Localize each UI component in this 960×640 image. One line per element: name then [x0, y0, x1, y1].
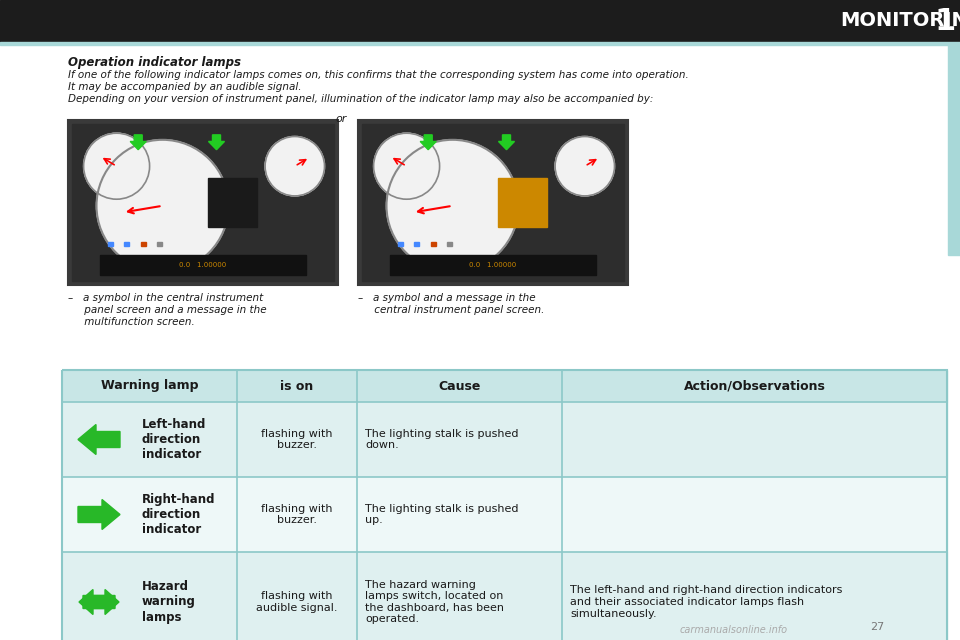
Circle shape — [97, 140, 228, 272]
Polygon shape — [78, 499, 120, 529]
Bar — [156, 242, 162, 246]
Text: Right-hand
direction
indicator: Right-hand direction indicator — [142, 493, 215, 536]
Circle shape — [265, 136, 324, 196]
Text: The hazard warning
lamps switch, located on
the dashboard, has been
operated.: The hazard warning lamps switch, located… — [365, 580, 504, 625]
Polygon shape — [78, 424, 120, 454]
Text: Operation indicator lamps: Operation indicator lamps — [68, 56, 241, 69]
Bar — [0, 0, 960, 42]
Bar — [62, 402, 947, 477]
Bar — [62, 552, 947, 640]
Polygon shape — [131, 135, 146, 150]
Text: –   a symbol in the central instrument: – a symbol in the central instrument — [68, 293, 263, 303]
Text: 0.0   1.00000: 0.0 1.00000 — [469, 262, 516, 268]
Text: panel screen and a message in the: panel screen and a message in the — [68, 305, 267, 315]
Polygon shape — [498, 135, 515, 150]
Text: MONITORING: MONITORING — [840, 12, 960, 31]
Text: 0.0   1.00000: 0.0 1.00000 — [180, 262, 227, 268]
Circle shape — [387, 140, 518, 272]
Text: flashing with
buzzer.: flashing with buzzer. — [261, 429, 333, 451]
Polygon shape — [83, 589, 119, 614]
Text: Left-hand
direction
indicator: Left-hand direction indicator — [142, 418, 206, 461]
Bar — [431, 242, 436, 246]
Text: If one of the following indicator lamps comes on, this confirms that the corresp: If one of the following indicator lamps … — [68, 70, 688, 80]
Text: It may be accompanied by an audible signal.: It may be accompanied by an audible sign… — [68, 82, 301, 92]
Bar — [140, 242, 146, 246]
Text: 1: 1 — [934, 6, 955, 35]
Circle shape — [555, 136, 614, 196]
Bar — [498, 178, 547, 227]
Bar — [101, 255, 305, 275]
Text: central instrument panel screen.: central instrument panel screen. — [358, 305, 544, 315]
Bar — [62, 370, 947, 640]
Bar — [108, 242, 113, 246]
Bar — [391, 255, 595, 275]
Bar — [415, 242, 420, 246]
Text: –   a symbol and a message in the: – a symbol and a message in the — [358, 293, 536, 303]
Text: The lighting stalk is pushed
down.: The lighting stalk is pushed down. — [365, 429, 518, 451]
Bar — [68, 120, 338, 285]
Bar — [358, 120, 628, 285]
Bar — [0, 42, 960, 45]
Text: The left-hand and right-hand direction indicators
and their associated indicator: The left-hand and right-hand direction i… — [570, 586, 842, 619]
Text: Cause: Cause — [439, 380, 481, 392]
Bar — [208, 178, 257, 227]
Text: multifunction screen.: multifunction screen. — [68, 317, 195, 327]
Text: Depending on your version of instrument panel, illumination of the indicator lam: Depending on your version of instrument … — [68, 94, 654, 104]
Text: flashing with
audible signal.: flashing with audible signal. — [256, 591, 338, 613]
Bar — [446, 242, 452, 246]
Polygon shape — [208, 135, 225, 150]
Bar — [62, 370, 947, 402]
Bar — [62, 370, 947, 640]
Polygon shape — [79, 589, 115, 614]
Text: Action/Observations: Action/Observations — [684, 380, 826, 392]
Bar — [125, 242, 130, 246]
Bar — [948, 45, 960, 255]
Text: flashing with
buzzer.: flashing with buzzer. — [261, 504, 333, 525]
Bar — [72, 124, 334, 281]
Text: is on: is on — [280, 380, 314, 392]
Text: 27: 27 — [870, 622, 884, 632]
Text: Hazard
warning
lamps: Hazard warning lamps — [142, 580, 196, 623]
Polygon shape — [420, 135, 436, 150]
Text: Warning lamp: Warning lamp — [101, 380, 199, 392]
Bar — [398, 242, 403, 246]
Bar — [362, 124, 624, 281]
Text: or: or — [335, 114, 347, 124]
Circle shape — [84, 133, 150, 199]
Bar — [62, 477, 947, 552]
Text: The lighting stalk is pushed
up.: The lighting stalk is pushed up. — [365, 504, 518, 525]
Circle shape — [373, 133, 440, 199]
Text: carmanualsonline.info: carmanualsonline.info — [680, 625, 788, 635]
